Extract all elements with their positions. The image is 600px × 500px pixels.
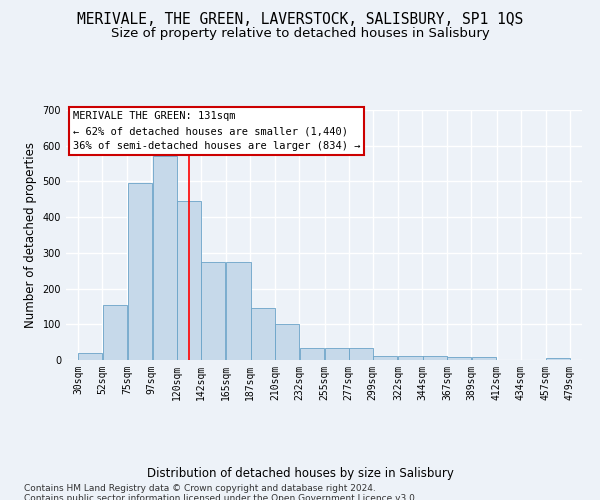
Text: Size of property relative to detached houses in Salisbury: Size of property relative to detached ho… — [110, 28, 490, 40]
Text: MERIVALE THE GREEN: 131sqm
← 62% of detached houses are smaller (1,440)
36% of s: MERIVALE THE GREEN: 131sqm ← 62% of deta… — [73, 112, 360, 151]
Text: Contains HM Land Registry data © Crown copyright and database right 2024.: Contains HM Land Registry data © Crown c… — [24, 484, 376, 493]
Text: Distribution of detached houses by size in Salisbury: Distribution of detached houses by size … — [146, 468, 454, 480]
Bar — [152, 156, 176, 360]
Bar — [398, 356, 422, 360]
Bar — [176, 201, 201, 360]
Bar — [325, 348, 349, 360]
Bar — [103, 304, 127, 360]
Bar — [373, 356, 397, 360]
Bar — [546, 358, 570, 360]
Bar — [201, 262, 226, 360]
Bar — [349, 348, 373, 360]
Bar — [422, 356, 447, 360]
Bar — [128, 183, 152, 360]
Bar — [275, 324, 299, 360]
Bar — [447, 357, 472, 360]
Text: Contains public sector information licensed under the Open Government Licence v3: Contains public sector information licen… — [24, 494, 418, 500]
Bar — [300, 348, 324, 360]
Bar — [78, 353, 102, 360]
Y-axis label: Number of detached properties: Number of detached properties — [24, 142, 37, 328]
Bar — [472, 357, 496, 360]
Text: MERIVALE, THE GREEN, LAVERSTOCK, SALISBURY, SP1 1QS: MERIVALE, THE GREEN, LAVERSTOCK, SALISBU… — [77, 12, 523, 28]
Bar — [251, 308, 275, 360]
Bar — [226, 262, 251, 360]
